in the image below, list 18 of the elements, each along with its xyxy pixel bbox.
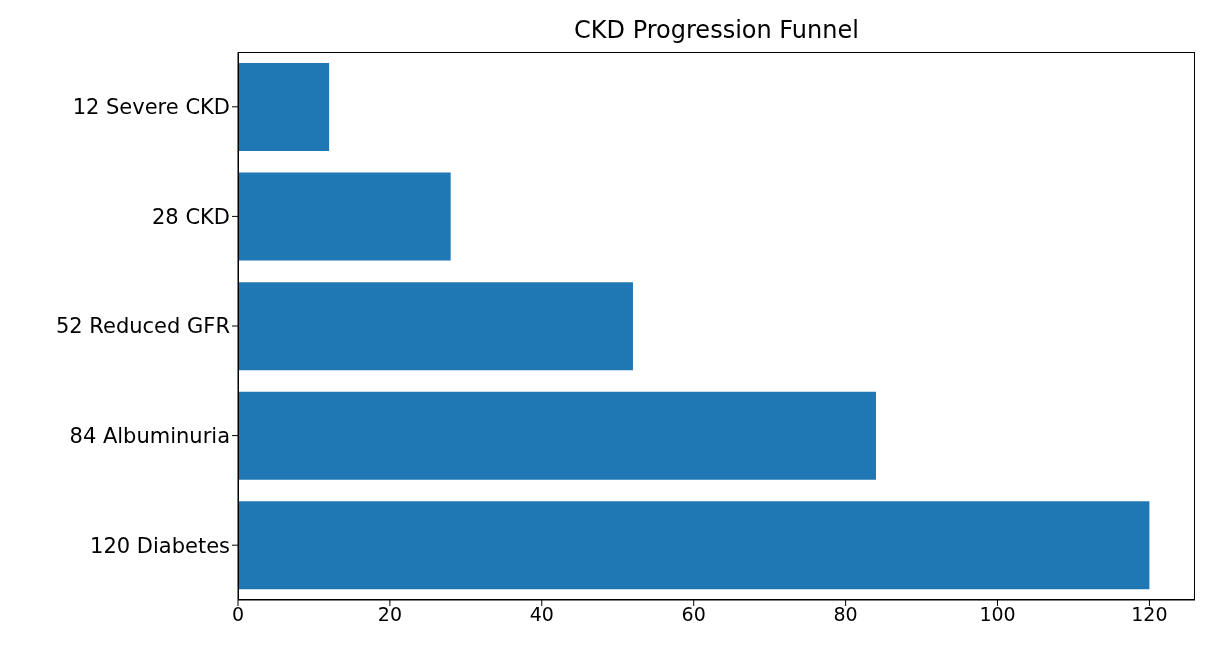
y-tick-label: 52 Reduced GFR [55, 314, 230, 339]
x-tick-label: 40 [529, 603, 554, 626]
x-tick-label: 20 [377, 603, 402, 626]
x-tick-label: 80 [833, 603, 858, 626]
y-tick-label: 28 CKD [151, 204, 230, 229]
y-tick-label: 12 Severe CKD [72, 95, 230, 120]
bar [238, 282, 633, 371]
bar [238, 62, 330, 151]
y-tick-label: 84 Albuminuria [69, 424, 230, 449]
x-tick-label: 100 [979, 603, 1016, 626]
y-tick-label: 120 Diabetes [90, 533, 230, 558]
bar [238, 172, 451, 261]
bar [238, 391, 876, 480]
x-tick-label: 120 [1131, 603, 1168, 626]
chart-title: CKD Progression Funnel [573, 16, 860, 44]
bar [238, 501, 1150, 590]
x-tick-label: 0 [231, 603, 245, 626]
x-tick-label: 60 [681, 603, 706, 626]
